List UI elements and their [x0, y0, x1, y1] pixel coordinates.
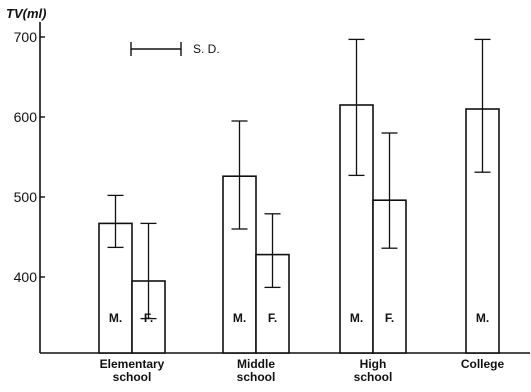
sd-legend-label: S. D.	[193, 42, 220, 56]
category-label: High	[360, 357, 387, 371]
bar-label: M.	[476, 311, 489, 325]
bars: M. F. M. F. M. F. M.	[98, 38, 500, 354]
bar-label: M.	[109, 311, 122, 325]
category-labels: ElementaryschoolMiddleschoolHighschoolCo…	[100, 357, 505, 384]
category-label: Middle	[237, 357, 275, 371]
sd-legend: S. D.	[130, 42, 220, 56]
bar-label: F.	[385, 311, 394, 325]
y-tick-label: 700	[14, 29, 38, 45]
y-tick-label: 600	[14, 109, 38, 125]
category-label: College	[461, 357, 505, 371]
category-label: Elementary	[100, 357, 165, 371]
bar-label: M.	[350, 311, 363, 325]
category-label: school	[237, 370, 276, 384]
category-label: school	[354, 370, 393, 384]
y-tick-label: 500	[14, 189, 38, 205]
bar-label: F.	[268, 311, 277, 325]
bar-label: M.	[233, 311, 246, 325]
bar-label: F.	[144, 311, 153, 325]
category-label: school	[113, 370, 152, 384]
y-ticks: 400 500 600 700	[14, 29, 45, 285]
y-tick-label: 400	[14, 269, 38, 285]
y-axis-label: TV(ml)	[6, 6, 46, 21]
